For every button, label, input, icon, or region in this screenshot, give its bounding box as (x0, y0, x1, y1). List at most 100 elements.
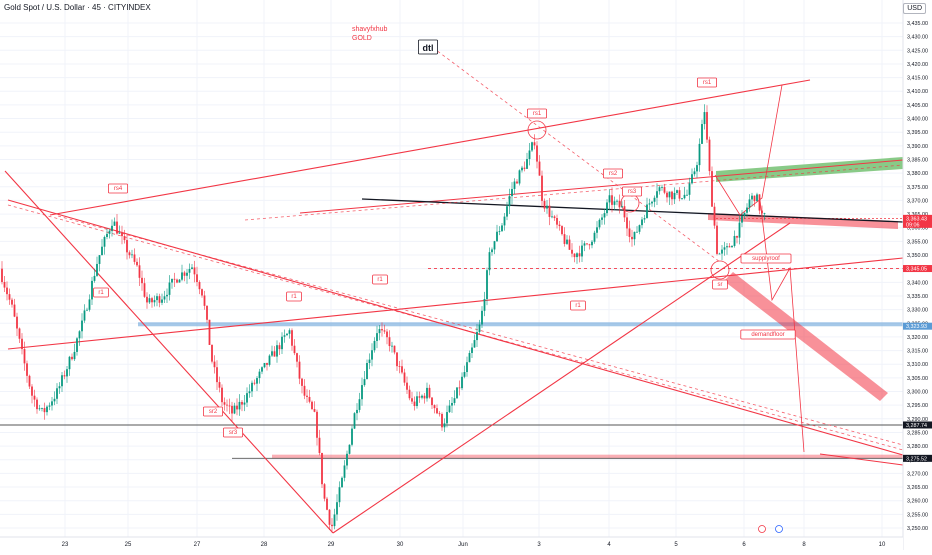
candle-body (576, 253, 578, 258)
flag-marker-icon[interactable] (775, 525, 783, 533)
candle (201, 288, 203, 298)
candle-body (638, 225, 641, 232)
candle-body (693, 171, 696, 175)
candle-body (16, 316, 18, 329)
candle-body (241, 401, 243, 405)
x-tick-label: 28 (261, 542, 268, 548)
candle-body (713, 206, 716, 226)
candle-body (156, 296, 158, 301)
candle (713, 202, 716, 229)
candle-body (303, 385, 306, 396)
candle (86, 307, 88, 312)
candle (206, 305, 208, 324)
candle-body (496, 231, 498, 242)
candle-body (351, 428, 353, 445)
candle (131, 249, 133, 259)
candle-body (96, 263, 98, 276)
annotation-label: GOLD (352, 35, 372, 42)
candle-body (66, 369, 68, 377)
annotation-label: rs1 (697, 77, 718, 88)
candle-body (696, 165, 698, 172)
candle (486, 267, 488, 306)
candle-body (746, 207, 748, 213)
candle-body (161, 299, 163, 303)
candle-body (483, 299, 486, 311)
candle-body (196, 274, 198, 283)
candle-body (506, 206, 508, 217)
candle-body (751, 195, 753, 200)
candle-body (453, 398, 456, 403)
y-tick-label: 3,330.00 (907, 308, 928, 314)
candle (288, 328, 291, 339)
candle-body (171, 278, 173, 283)
annotation-box (527, 108, 548, 119)
candle-body (116, 221, 118, 234)
supply-zone-green (716, 157, 903, 182)
candle-body (568, 239, 571, 250)
candle-body (578, 253, 581, 257)
candle-body (678, 190, 681, 199)
candle-body (468, 352, 471, 363)
candle-body (13, 304, 16, 317)
candle-body (703, 112, 706, 125)
candle-body (123, 236, 126, 241)
candle-body (428, 387, 431, 398)
candle-body (633, 231, 636, 240)
candle-body (431, 397, 433, 406)
candle (513, 178, 516, 195)
candle (266, 362, 268, 371)
candle-body (206, 305, 208, 320)
candle-body (556, 218, 558, 225)
candle (543, 198, 546, 212)
candle-body (376, 333, 378, 341)
candle (106, 228, 108, 240)
candle-body (176, 279, 178, 283)
currency-button[interactable]: USD (903, 3, 926, 14)
candle-body (521, 167, 523, 171)
candle-body (698, 143, 701, 166)
candle-body (258, 371, 261, 379)
candle (456, 387, 458, 400)
candle (708, 136, 711, 176)
candle-body (526, 159, 528, 169)
candle (448, 399, 451, 414)
event-marker-icon[interactable] (758, 525, 766, 533)
candle (41, 407, 43, 412)
candle (518, 169, 521, 186)
candle (43, 402, 46, 420)
candle-body (721, 249, 723, 254)
candle-body (51, 401, 53, 406)
candle-body (308, 396, 311, 402)
candle (758, 194, 761, 215)
candle-body (446, 412, 448, 424)
candle-body (658, 187, 661, 192)
candle (623, 199, 626, 222)
candle (241, 399, 243, 412)
annotation-label: r1 (93, 287, 109, 298)
candle-body (301, 378, 303, 386)
candle (633, 231, 636, 246)
candle (396, 352, 398, 371)
candle-body (643, 218, 646, 220)
candle (416, 391, 418, 409)
candle (583, 241, 586, 252)
annotation-label: shavyfxhub (352, 26, 388, 33)
y-tick-label: 3,285.00 (907, 430, 928, 436)
candle-body (18, 328, 21, 339)
candle-body (533, 142, 536, 146)
candle (488, 247, 491, 276)
candle-body (38, 408, 41, 410)
candle (613, 196, 616, 211)
candle (386, 328, 388, 345)
candle-body (348, 444, 351, 454)
candle-body (478, 324, 481, 333)
candle (751, 192, 753, 207)
candle-body (606, 202, 608, 214)
candle (541, 170, 543, 208)
candle (301, 377, 303, 394)
trendline (49, 79, 811, 216)
candle-body (273, 351, 276, 357)
candle (603, 208, 606, 225)
